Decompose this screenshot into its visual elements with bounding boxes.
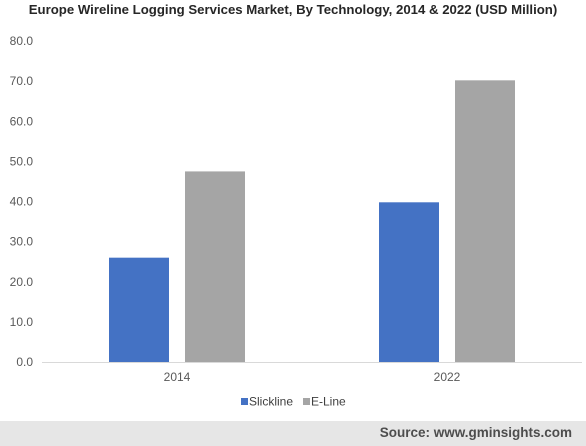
y-tick-label: 40.0 bbox=[10, 195, 34, 209]
x-tick-label: 2014 bbox=[164, 370, 191, 384]
legend-label-slickline[interactable]: Slickline bbox=[249, 395, 293, 409]
legend-swatch-e-line bbox=[303, 398, 310, 405]
bar-e-line-2022 bbox=[455, 80, 515, 362]
source-text: Source: www.gminsights.com bbox=[379, 425, 572, 440]
x-tick-label: 2022 bbox=[434, 370, 461, 384]
y-tick-label: 0.0 bbox=[16, 355, 33, 369]
y-tick-label: 20.0 bbox=[10, 275, 34, 289]
legend-label-e-line[interactable]: E-Line bbox=[311, 395, 346, 409]
y-tick-label: 50.0 bbox=[10, 154, 34, 168]
y-tick-label: 60.0 bbox=[10, 114, 34, 128]
bar-chart: 0.0 10.0 20.0 30.0 40.0 50.0 60.0 70.0 80.0 2014… bbox=[10, 34, 582, 409]
bar-slickline-2014 bbox=[109, 257, 169, 362]
bar-slickline-2022 bbox=[379, 202, 439, 362]
chart-title: Europe Wireline Logging Services Market,… bbox=[28, 2, 558, 17]
bar-e-line-2014 bbox=[185, 171, 245, 362]
y-tick-label: 30.0 bbox=[10, 235, 34, 249]
x-axis-ticks: 2014 2022 bbox=[164, 370, 461, 384]
y-axis-ticks: 0.0 10.0 20.0 30.0 40.0 50.0 60.0 70.0 80.0 bbox=[10, 34, 34, 369]
legend-swatch-slickline bbox=[241, 398, 248, 405]
y-tick-label: 80.0 bbox=[10, 34, 34, 48]
y-tick-label: 70.0 bbox=[10, 74, 34, 88]
source-footer: Source: www.gminsights.com bbox=[0, 421, 586, 446]
legend[interactable]: Slickline E-Line bbox=[241, 395, 346, 409]
y-tick-label: 10.0 bbox=[10, 315, 34, 329]
bars bbox=[109, 80, 515, 362]
